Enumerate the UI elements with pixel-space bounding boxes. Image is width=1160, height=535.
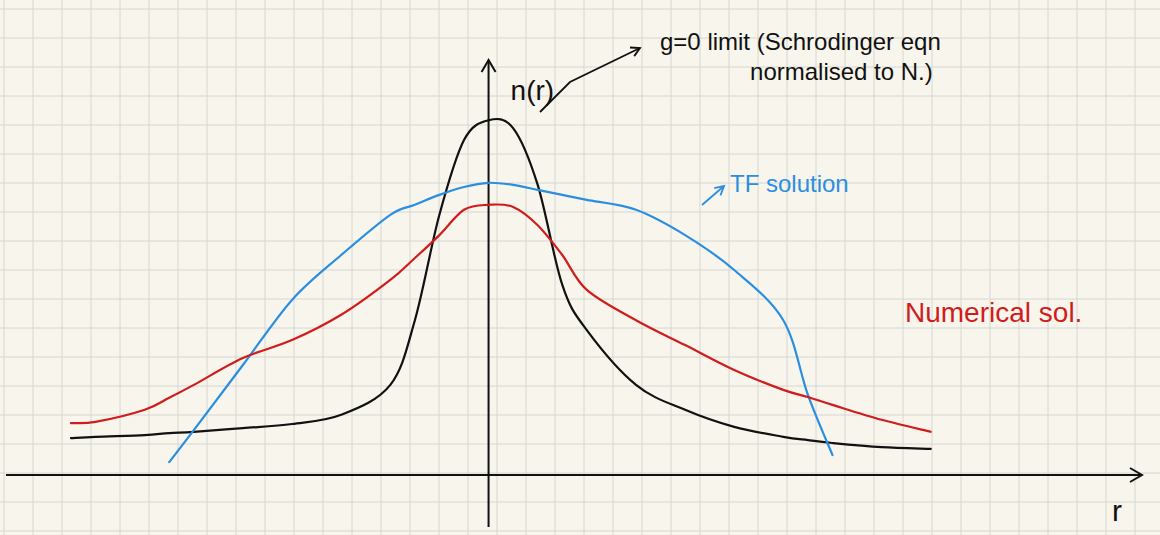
grid-line (62, 0, 63, 535)
grid-line (0, 212, 1160, 213)
grid-line (0, 183, 1160, 184)
grid-line (0, 154, 1160, 155)
series-group (71, 119, 931, 462)
grid-line (0, 38, 1160, 39)
grid-line (555, 0, 556, 535)
x-axis (6, 474, 1142, 476)
series-line (71, 204, 931, 431)
chart: n(r) r g=0 limit (Schrodinger eqnnormalise… (0, 0, 1160, 535)
grid-line (961, 0, 962, 535)
x-axis-title: r (1112, 494, 1122, 527)
grid-line (323, 0, 324, 535)
annotation-arrow (540, 48, 640, 112)
grid-line (207, 0, 208, 535)
grid-line (1077, 0, 1078, 535)
grid-line (0, 241, 1160, 242)
grid-line (1019, 0, 1020, 535)
grid-line (0, 502, 1160, 503)
grid-line (0, 473, 1160, 474)
series-label: TF solution (730, 170, 849, 197)
grid-line (265, 0, 266, 535)
grid-line (33, 0, 34, 535)
x-axis-arrow (1130, 468, 1142, 482)
grid-line (671, 0, 672, 535)
grid-line (497, 0, 498, 535)
grid-line (990, 0, 991, 535)
grid-line (0, 531, 1160, 532)
annotations: g=0 limit (Schrodinger eqnnormalised to … (540, 28, 1082, 328)
grid-line (410, 0, 411, 535)
grid-line (1048, 0, 1049, 535)
grid-line (120, 0, 121, 535)
annotation-arrow (702, 186, 724, 205)
grid-line (729, 0, 730, 535)
y-axis (488, 60, 490, 527)
grid-line (0, 357, 1160, 358)
series-line (169, 183, 832, 462)
grid-line (700, 0, 701, 535)
grid-line (642, 0, 643, 535)
grid-line (0, 125, 1160, 126)
grid-line (0, 67, 1160, 68)
series-label: Numerical sol. (905, 297, 1082, 328)
grid-line (236, 0, 237, 535)
grid-line (91, 0, 92, 535)
grid-line (439, 0, 440, 535)
grid-line (0, 386, 1160, 387)
axes (6, 60, 1142, 527)
series-label: g=0 limit (Schrodinger eqnnormalised to … (660, 28, 941, 85)
background (0, 0, 1160, 535)
grid-line (0, 415, 1160, 416)
annotation-arrowhead (714, 186, 724, 195)
grid-line (352, 0, 353, 535)
grid-line (468, 0, 469, 535)
grid-line (381, 0, 382, 535)
y-axis-arrow (482, 60, 496, 72)
grid-line (178, 0, 179, 535)
y-axis-title: n(r) (511, 75, 555, 106)
annotation-arrowhead (630, 48, 640, 57)
grid-line (1135, 0, 1136, 535)
grid-line (0, 444, 1160, 445)
grid-line (584, 0, 585, 535)
grid-paper (0, 0, 1160, 535)
series-line (71, 119, 931, 449)
grid-line (294, 0, 295, 535)
grid-line (0, 9, 1160, 10)
grid-line (4, 0, 5, 535)
grid-line (613, 0, 614, 535)
grid-line (0, 270, 1160, 271)
grid-line (1106, 0, 1107, 535)
grid-line (149, 0, 150, 535)
grid-line (0, 96, 1160, 97)
